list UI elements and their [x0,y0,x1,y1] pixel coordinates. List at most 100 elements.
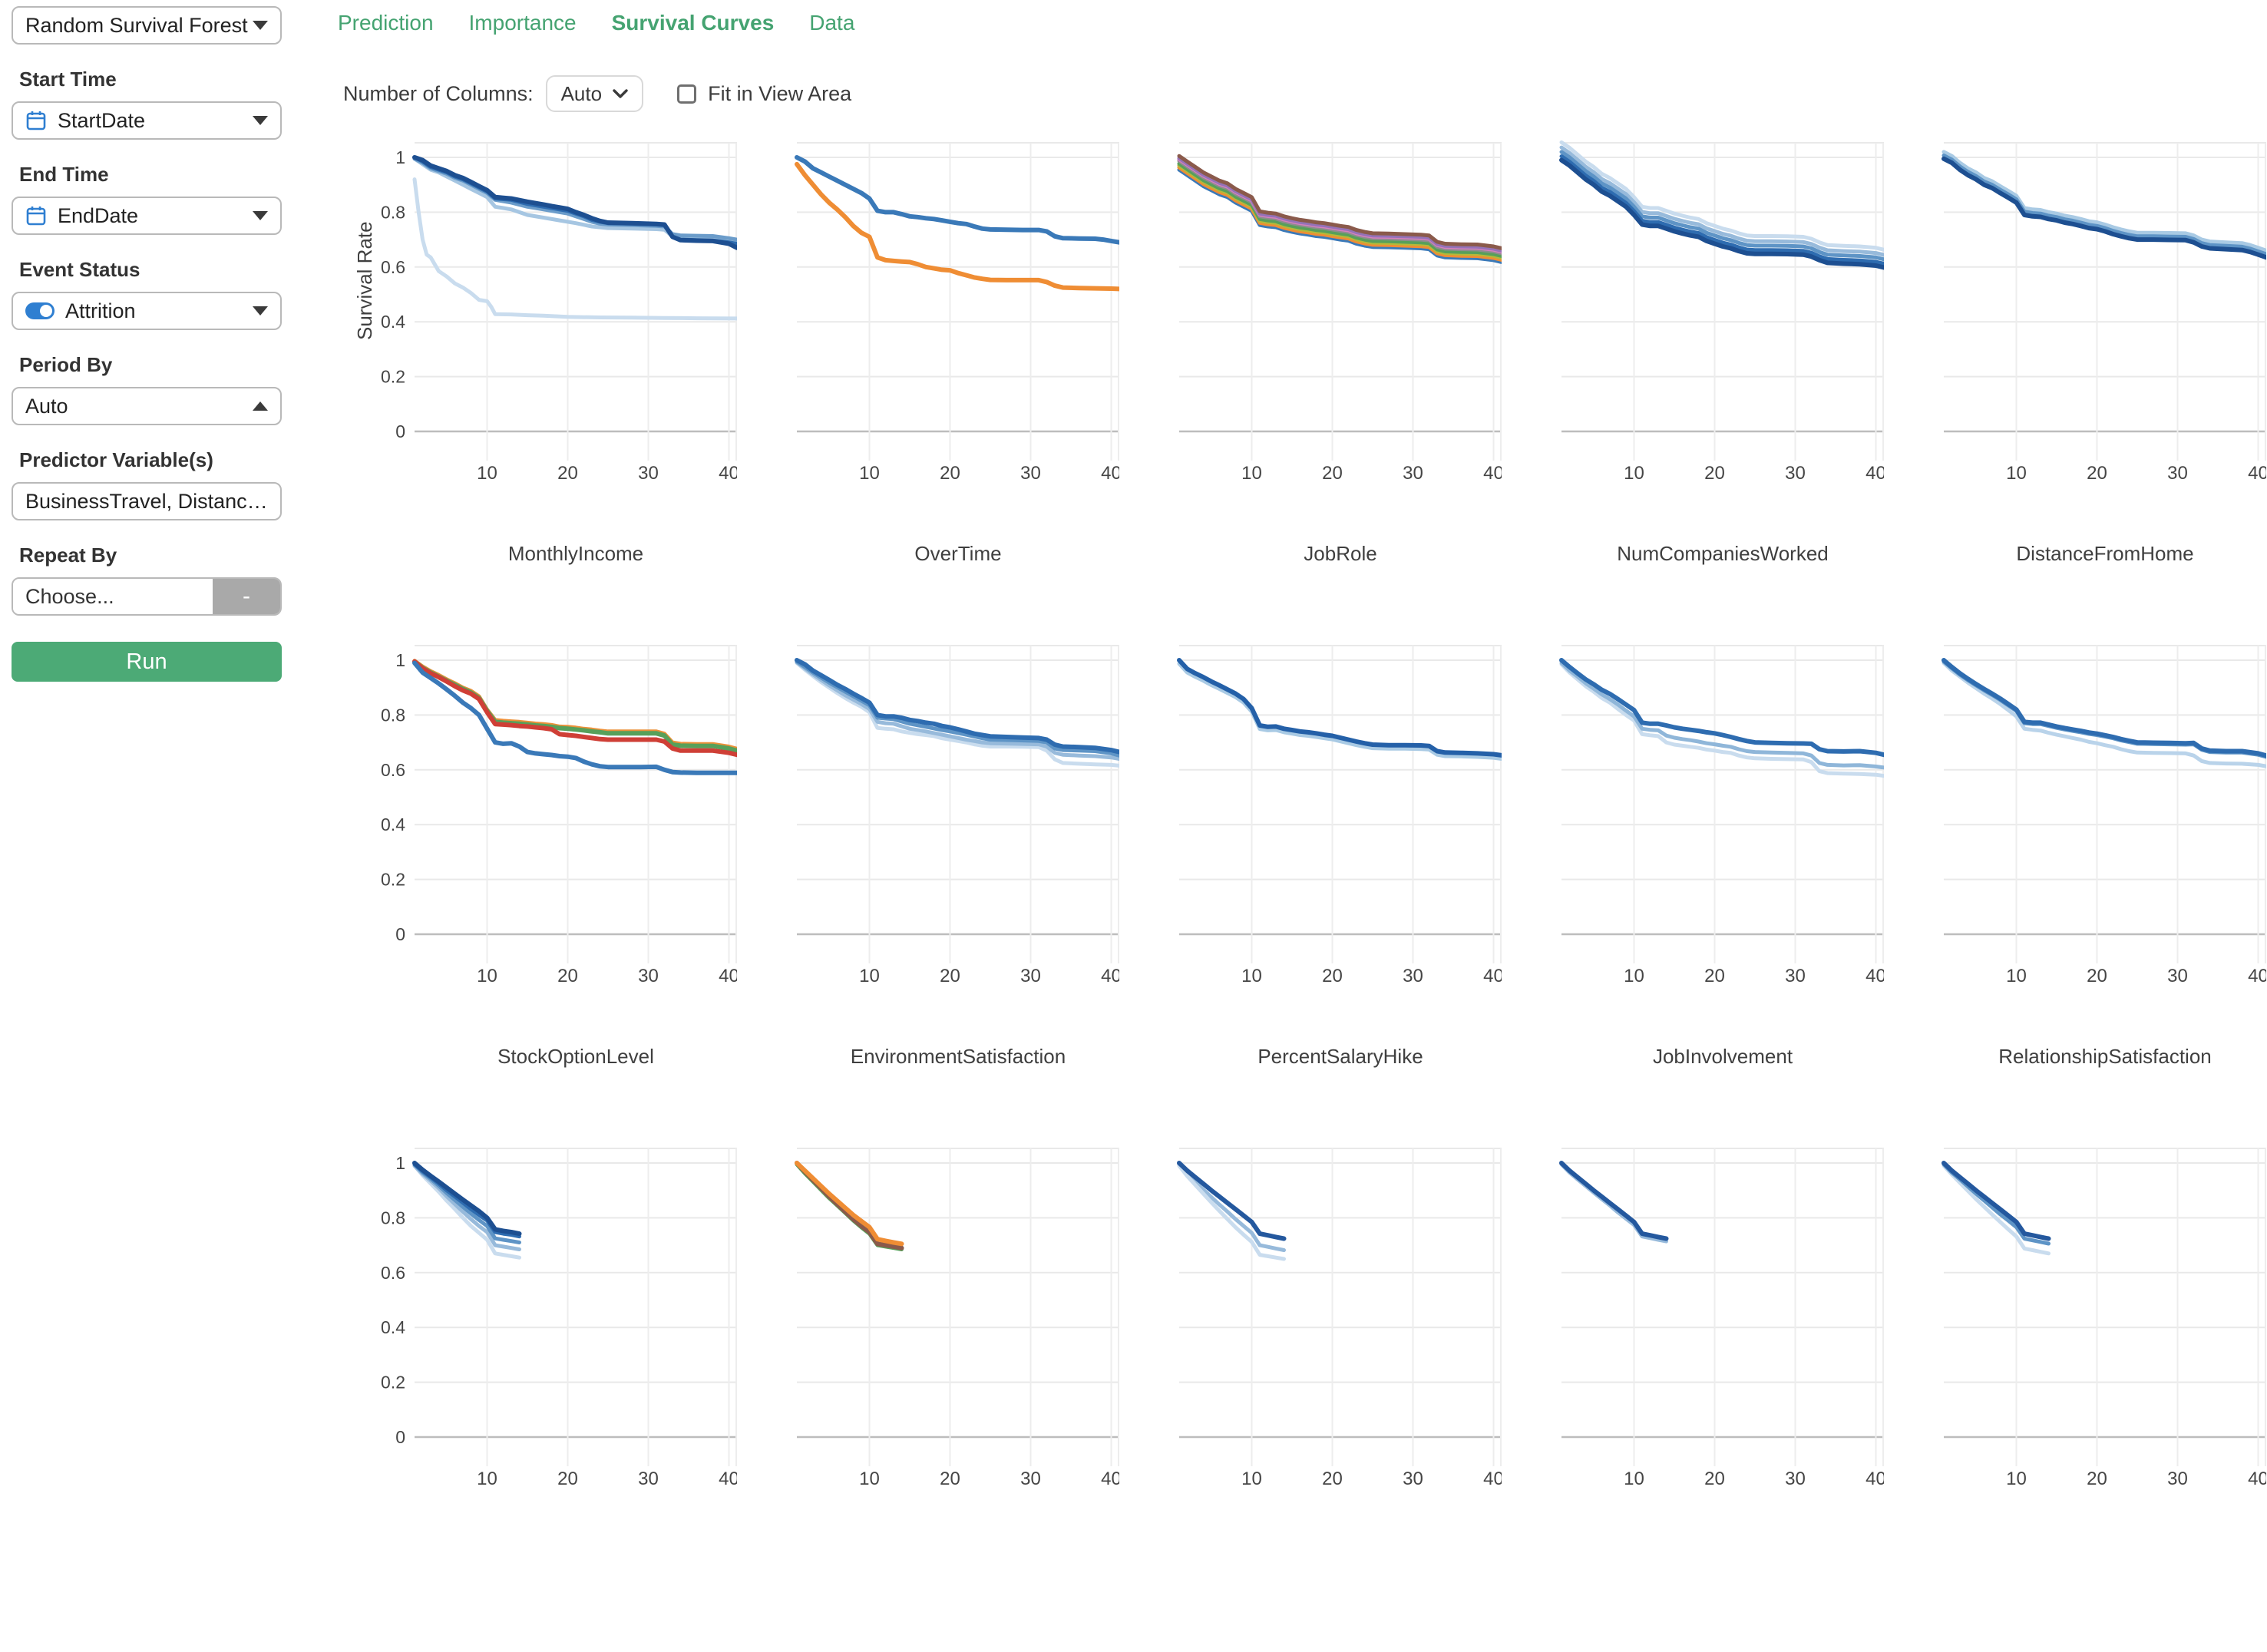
x-tick-label: 10 [859,966,880,986]
survival-curve-line [1941,659,2266,759]
start-time-select[interactable]: StartDate [12,101,282,140]
predictor-input[interactable]: BusinessTravel, DistanceFr… [12,482,282,520]
survival-curve-line [795,659,1119,758]
predictor-value: BusinessTravel, DistanceFr… [25,489,268,513]
survival-chart-svg: 0 0.2 0.4 0.6 0.8 1 Survival Rate 10 20 30 40 Month… [353,142,739,565]
survival-curve-line [795,658,1119,755]
x-tick-label: 30 [1785,1469,1806,1489]
survival-curve-line [1559,154,1884,266]
survival-chart-svg: 10 20 30 40 PercentSalaryHike [1177,645,1504,1068]
survival-chart-PercentSalaryHike: 10 20 30 40 PercentSalaryHike [1119,643,1504,1145]
x-tick-label: 40 [2248,966,2266,986]
survival-curve-line [795,661,1119,768]
survival-chart-JobRole: 10 20 30 40 JobRole [1119,140,1504,643]
repeat-by-remove-button[interactable]: - [213,579,280,614]
x-tick-label: 20 [940,463,960,484]
tab-prediction[interactable]: Prediction [338,11,434,35]
x-tick-label: 10 [1624,966,1644,986]
toggle-on-icon [25,302,55,319]
y-axis-title: Survival Rate [355,221,376,340]
chart-title: RelationshipSatisfaction [1998,1045,2212,1068]
survival-chart-svg: 10 20 30 40 NumCompaniesWorked [1559,140,1886,565]
tab-bar: Prediction Importance Survival Curves Da… [338,11,854,35]
x-tick-label: 10 [1241,463,1262,484]
x-tick-label: 40 [2248,463,2266,484]
survival-chart-svg: 10 20 30 40 [795,1148,1122,1489]
survival-curve-line [795,1161,904,1247]
columns-select[interactable]: Auto [545,75,644,112]
x-tick-label: 30 [1020,966,1041,986]
x-tick-label: 10 [1624,463,1644,484]
survival-curve-line [412,659,737,758]
x-tick-label: 30 [2167,463,2188,484]
event-status-select[interactable]: Attrition [12,292,282,330]
chevron-down-icon [253,116,268,125]
x-tick-label: 30 [1403,463,1423,484]
x-tick-label: 10 [1624,1469,1644,1489]
tab-data[interactable]: Data [809,11,855,35]
x-tick-label: 30 [1403,966,1423,986]
survival-curve-line [412,177,737,321]
x-tick-label: 40 [1101,966,1119,986]
survival-curve-line [1559,661,1884,770]
survival-curve-line [795,660,1119,761]
model-selector-value: Random Survival Forest [25,13,248,37]
survival-curve-line [1941,150,2266,253]
x-tick-label: 10 [2006,463,2027,484]
predictor-label: Predictor Variable(s) [19,448,213,471]
run-button[interactable]: Run [12,642,282,682]
x-tick-label: 10 [1241,966,1262,986]
survival-chart-EnvironmentSatisfaction: 10 20 30 40 EnvironmentSatisfaction [737,643,1122,1145]
x-tick-label: 30 [1020,1469,1041,1489]
x-tick-label: 30 [638,463,659,484]
survival-chart-row3-5: 10 20 30 40 [1884,1145,2267,1648]
survival-curve-line [1941,156,2266,260]
survival-curve-line [1559,150,1884,262]
x-tick-label: 20 [1322,1469,1343,1489]
survival-curve-line [412,155,737,246]
x-tick-label: 30 [2167,966,2188,986]
fit-in-view-checkbox[interactable] [677,84,697,104]
x-tick-label: 30 [638,966,659,986]
y-tick-label: 1 [395,650,405,670]
x-tick-label: 20 [1704,1469,1725,1489]
survival-chart-row3-4: 10 20 30 40 [1502,1145,1886,1648]
chart-title: JobRole [1304,542,1376,565]
survival-chart-svg: 10 20 30 40 RelationshipSatisfaction [1941,645,2267,1068]
survival-curve-line [1559,145,1884,257]
survival-chart-svg: 10 20 30 40 [1941,1148,2267,1489]
y-tick-label: 1 [395,147,405,167]
survival-chart-svg: 10 20 30 40 [1177,1148,1504,1489]
x-tick-label: 40 [719,1469,737,1489]
y-tick-label: 0.8 [381,705,405,725]
x-tick-label: 20 [557,966,578,986]
y-tick-label: 0.8 [381,202,405,222]
survival-chart-svg: 10 20 30 40 EnvironmentSatisfaction [795,645,1122,1068]
survival-curve-line [1177,1164,1286,1261]
repeat-by-select[interactable]: Choose... [13,579,213,614]
chart-title: MonthlyIncome [508,542,643,565]
x-tick-label: 40 [1865,966,1884,986]
survival-chart-svg: 10 20 30 40 [1559,1148,1886,1489]
tab-importance[interactable]: Importance [468,11,577,35]
chart-title: StockOptionLevel [497,1045,654,1068]
survival-curve-line [795,155,1119,245]
end-time-select[interactable]: EndDate [12,197,282,235]
y-tick-label: 0.8 [381,1208,405,1227]
x-tick-label: 40 [1101,463,1119,484]
chart-title: EnvironmentSatisfaction [851,1045,1066,1068]
survival-curves-grid: 0 0.2 0.4 0.6 0.8 1 Survival Rate 10 20 30 40 Month… [353,140,2267,1648]
y-tick-label: 0 [395,924,405,944]
x-tick-label: 40 [1865,463,1884,484]
survival-chart-RelationshipSatisfaction: 10 20 30 40 RelationshipSatisfaction [1884,643,2267,1145]
columns-label: Number of Columns: [343,81,534,105]
tab-survival-curves[interactable]: Survival Curves [611,11,775,35]
x-tick-label: 10 [2006,1469,2027,1489]
period-by-select[interactable]: Auto [12,387,282,425]
x-tick-label: 40 [1483,463,1502,484]
fit-in-view-label: Fit in View Area [708,81,852,105]
x-tick-label: 40 [2248,1469,2266,1489]
repeat-by-label: Repeat By [19,544,117,567]
model-selector[interactable]: Random Survival Forest [12,6,282,45]
x-tick-label: 40 [719,966,737,986]
